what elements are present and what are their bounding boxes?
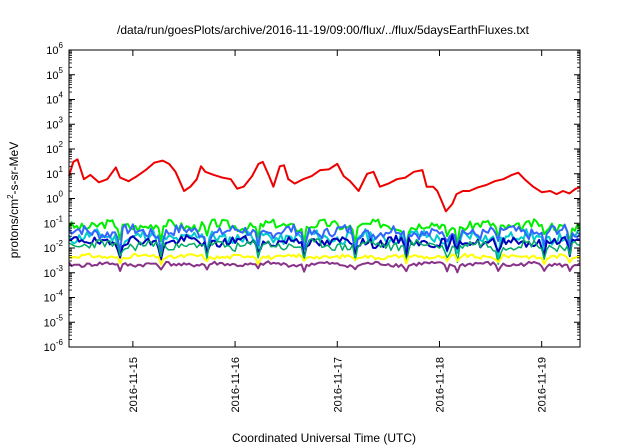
series-line-7 [68,252,581,266]
y-tick-label: 105 [46,66,63,82]
y-tick-label: 10-4 [44,289,64,305]
series-line-1 [68,158,581,213]
x-tick-label: 2016-11-18 [434,357,446,412]
y-tick-label: 100 [46,190,63,206]
series-line-5 [68,234,581,261]
y-axis-title-sup: 2 [6,194,15,199]
y-axis-title: protons/cm2-s-sr-MeV [6,142,21,258]
series-line-6 [68,237,581,265]
y-tick-label: 102 [46,140,63,156]
x-tick-label: 2016-11-19 [537,357,549,412]
chart-title: /data/run/goesPlots/archive/2016-11-19/0… [117,23,530,37]
x-tick-label: 2016-11-16 [230,357,242,412]
y-tick-label: 10-2 [44,239,64,255]
y-tick-label: 103 [46,115,63,131]
y-axis-title-tail: -s-sr-MeV [7,142,21,195]
y-tick-label: 101 [46,165,63,181]
x-tick-label: 2016-11-17 [332,357,344,412]
y-axis-title-main: protons/cm [7,199,21,258]
y-tick-label: 104 [46,91,63,107]
x-axis-title: Coordinated Universal Time (UTC) [232,431,416,445]
y-tick-label: 10-1 [44,214,64,230]
series-line-2 [68,218,581,246]
x-tick-label: 2016-11-15 [128,357,140,412]
y-tick-label: 106 [46,41,63,57]
series-line-8 [68,260,581,274]
series-line-4 [68,223,581,257]
y-tick-label: 10-5 [44,313,64,329]
series-layer [68,158,581,274]
y-tick-label: 10-6 [44,338,64,354]
plot-frame [68,49,581,348]
y-tick-label: 10-3 [44,264,64,280]
ticks-layer: 10-6 10-5 10-4 10-3 10-2 10-1 100 101 102 103 104 1… [44,41,580,412]
